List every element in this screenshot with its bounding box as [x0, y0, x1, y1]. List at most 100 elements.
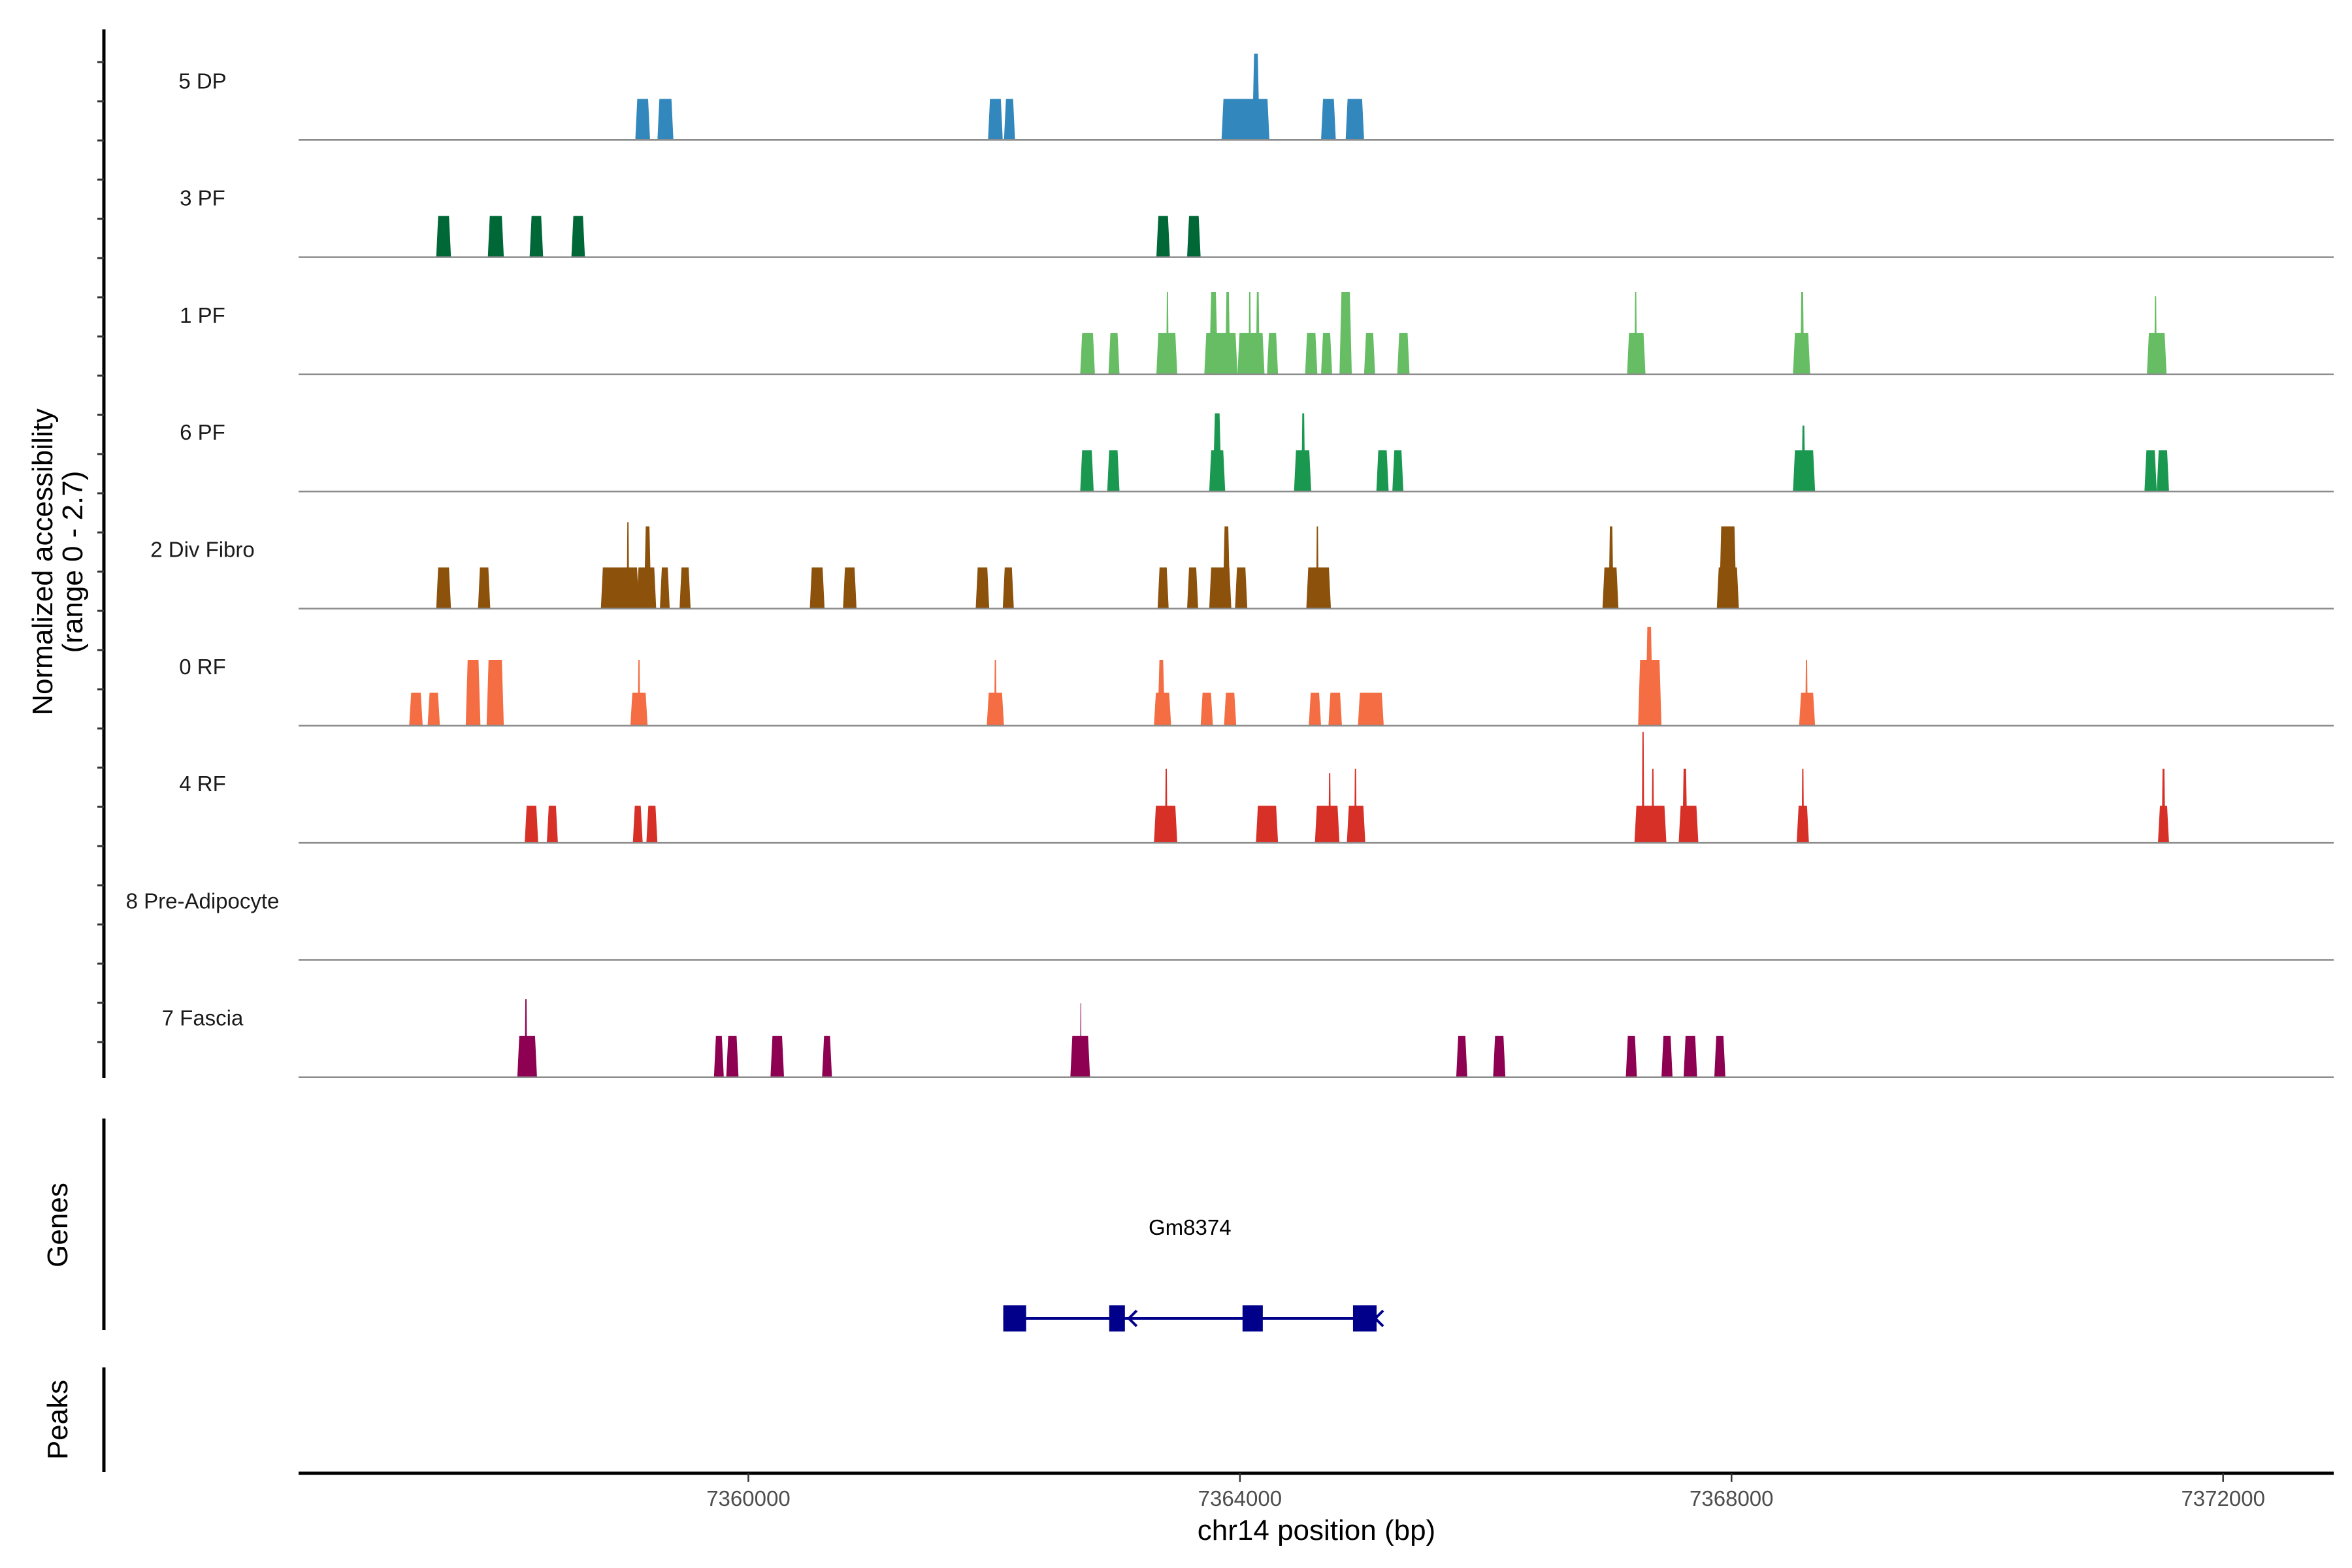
gene-model: Gm8374 [1003, 1215, 1384, 1331]
y-axis-title-main: Normalized accessibility [27, 408, 59, 715]
coverage-peak [1376, 450, 1389, 492]
coverage-peak [571, 216, 585, 257]
coverage-peak [1237, 333, 1265, 374]
coverage-peak [1166, 291, 1169, 374]
coverage-peak [994, 660, 997, 726]
track-label: 8 Pre-Adipocyte [126, 889, 280, 913]
track-label: 4 RF [179, 772, 226, 796]
y-axis-title-sub: (range 0 - 2.7) [57, 471, 89, 653]
coverage-peak [713, 1036, 724, 1077]
coverage-peak [1107, 450, 1120, 492]
coverage-peak [1397, 333, 1410, 374]
coverage-peak [1165, 768, 1168, 843]
coverage-peak [843, 567, 857, 609]
coverage-peak [809, 567, 825, 609]
coverage-peak [1309, 693, 1322, 726]
coverage-peak [436, 216, 451, 257]
track-7-fascia: 7 Fascia [162, 999, 2334, 1078]
coverage-peak [1252, 54, 1260, 140]
coverage-peak [1209, 291, 1218, 374]
track-5-dp: 5 DP [178, 54, 2334, 141]
coverage-peak [1316, 526, 1319, 609]
gene-exon [1352, 1305, 1377, 1331]
coverage-peak [679, 567, 691, 609]
coverage-peak [2157, 450, 2169, 492]
coverage-peak [627, 522, 629, 609]
coverage-peak [1641, 732, 1644, 843]
coverage-peak [2147, 333, 2167, 374]
coverage-peak [525, 999, 527, 1077]
coverage-peak [632, 806, 643, 843]
coverage-peak [1678, 806, 1699, 843]
coverage-peak [1625, 1036, 1637, 1077]
gene-exon [1003, 1305, 1026, 1331]
x-tick-label: 7364000 [1198, 1486, 1282, 1511]
coverage-peak [1256, 291, 1260, 374]
coverage-peak [1609, 526, 1614, 609]
coverage-peak [409, 693, 423, 726]
coverage-peak [1186, 216, 1201, 257]
coverage-peak [1321, 99, 1336, 140]
coverage-peak [1392, 450, 1404, 492]
x-tick-label: 7360000 [706, 1486, 790, 1511]
coverage-peak [1157, 660, 1166, 726]
coverage-peak [1321, 333, 1332, 374]
coverage-peak [1328, 773, 1331, 843]
coverage-peak [638, 660, 640, 726]
x-axis-ticks: 7360000 7364000 7368000 7372000 [706, 1473, 2265, 1511]
gene-name-label: Gm8374 [1149, 1215, 1232, 1239]
coverage-peak [726, 1036, 739, 1077]
coverage-peak [975, 567, 990, 609]
coverage-peak [1204, 333, 1238, 374]
coverage-peak [646, 806, 658, 843]
coverage-peak [600, 567, 640, 609]
track-label: 5 DP [178, 69, 226, 93]
track-label: 0 RF [179, 655, 226, 679]
coverage-peak [2161, 768, 2166, 843]
coverage-peak [436, 567, 451, 609]
track-4-rf: 4 RF [179, 732, 2334, 844]
track-label: 1 PF [180, 303, 225, 327]
coverage-peak [1328, 693, 1343, 726]
coverage-peak [1213, 413, 1222, 492]
track-label: 6 PF [180, 420, 225, 444]
coverage-peak [1256, 806, 1279, 843]
coverage-peak [1800, 291, 1805, 374]
track-label: 3 PF [180, 186, 225, 210]
coverage-peak [1801, 768, 1805, 843]
coverage-peak [1315, 806, 1340, 843]
coverage-peak [1683, 1036, 1697, 1077]
coverage-peak [529, 216, 544, 257]
coverage-peak [1301, 413, 1305, 492]
track-2-div-fibro: 2 Div Fibro [150, 522, 2334, 610]
coverage-peak [1801, 425, 1806, 492]
coverage-peak [1358, 693, 1384, 726]
coverage-peak [1634, 291, 1637, 374]
coverage-peak [1224, 693, 1237, 726]
coverage-peak [657, 99, 674, 140]
track-3-pf: 3 PF [180, 186, 2334, 258]
coverage-peak [1719, 526, 1737, 609]
coverage-peak [1186, 567, 1198, 609]
y-axis-title: Normalized accessibility (range 0 - 2.7) [27, 408, 89, 715]
coverage-peak [1682, 768, 1688, 843]
coverage-peak [427, 693, 440, 726]
coverage-peak [1002, 567, 1014, 609]
coverage-peak [2144, 450, 2157, 492]
y-axis-ticks [97, 61, 104, 1043]
coverage-peak [1661, 1036, 1673, 1077]
coverage-peak [1456, 1036, 1467, 1077]
tracks-group: 5 DP 3 PF 1 PF 6 PF 2 Div Fibro 0 RF 4 RF 8 Pre… [126, 54, 2334, 1078]
coverage-peak [988, 99, 1003, 140]
coverage-peak [1157, 567, 1169, 609]
x-axis-title: chr14 position (bp) [1198, 1514, 1435, 1546]
coverage-peak [1200, 693, 1213, 726]
coverage-peak [1108, 333, 1120, 374]
coverage-peak [1634, 806, 1667, 843]
gene-exon [1109, 1305, 1125, 1331]
coverage-peak [517, 1036, 537, 1077]
coverage-peak [1714, 1036, 1725, 1077]
coverage-peak [1364, 333, 1375, 374]
coverage-peak [525, 806, 538, 843]
